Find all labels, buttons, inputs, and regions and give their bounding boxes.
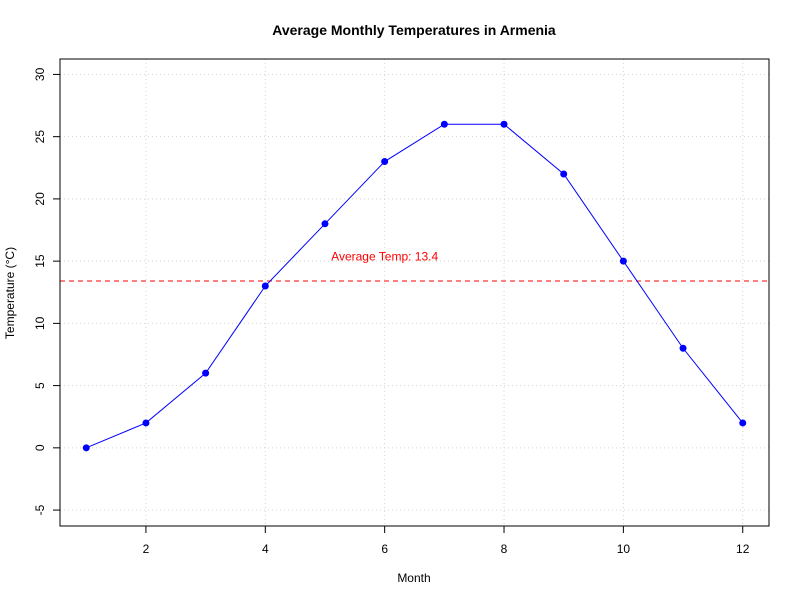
data-point [202, 369, 210, 377]
data-point [261, 282, 269, 290]
grid [60, 59, 769, 526]
x-tick-label: 2 [143, 542, 150, 556]
x-axis: 2 4 6 8 10 12 [143, 525, 750, 556]
y-tick-label: 15 [33, 254, 47, 268]
data-point [560, 170, 568, 178]
plot-area-frame [59, 58, 770, 527]
series-line [86, 123, 744, 449]
data-point [739, 419, 747, 427]
average-annotation: Average Temp: 13.4 [331, 250, 438, 264]
data-point [142, 419, 150, 427]
y-axis: -5 0 5 10 15 20 25 30 [33, 67, 61, 515]
x-tick-label: 10 [617, 542, 631, 556]
data-point [440, 120, 448, 128]
data-point [82, 444, 90, 452]
y-tick-label: 0 [33, 444, 47, 451]
x-tick-label: 12 [736, 542, 750, 556]
x-tick-label: 4 [262, 542, 269, 556]
y-tick-label: 5 [33, 382, 47, 389]
x-axis-label: Month [397, 571, 430, 585]
y-tick-label: 20 [33, 192, 47, 206]
data-point [500, 120, 508, 128]
data-point [381, 158, 389, 166]
y-tick-label: 30 [33, 67, 47, 81]
annotation-layer: Average Temp: 13.4 [331, 250, 438, 264]
y-tick-label: 25 [33, 130, 47, 144]
chart-title: Average Monthly Temperatures in Armenia [272, 22, 556, 38]
data-point [679, 344, 687, 352]
data-point [321, 220, 329, 228]
y-axis-label: Temperature (°C) [3, 247, 17, 339]
x-tick-label: 8 [501, 542, 508, 556]
y-tick-label: 10 [33, 316, 47, 330]
series-layer [82, 120, 747, 452]
y-tick-label: -5 [33, 504, 47, 515]
data-point [619, 257, 627, 265]
x-tick-label: 6 [381, 542, 388, 556]
